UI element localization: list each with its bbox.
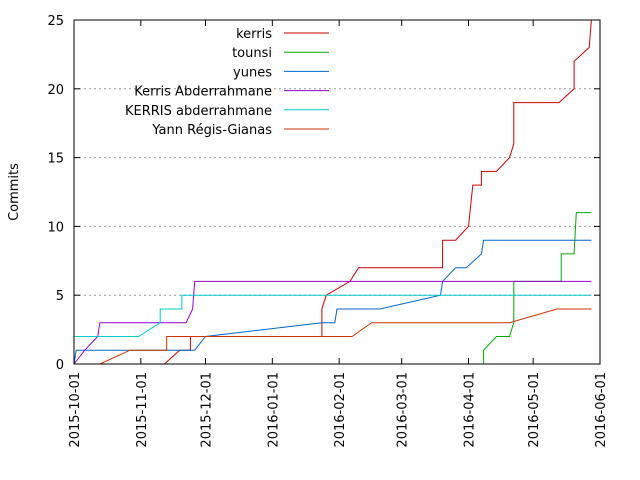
x-tick-label: 2016-05-01 [527, 372, 542, 448]
legend: kerris tounsi yunes Kerris Abderrahmane KERR… [125, 27, 329, 138]
x-tick-label: 2015-11-01 [135, 372, 150, 448]
series-line [99, 308, 592, 365]
series-line [73, 294, 592, 364]
x-tick-label: 2015-12-01 [200, 372, 215, 448]
y-tick-label: 0 [56, 358, 64, 373]
gridlines [74, 88, 600, 296]
legend-label: KERRIS abderrahmane [125, 104, 272, 119]
series-line [73, 239, 592, 365]
legend-label: kerris [236, 27, 272, 42]
x-tick-label: 2016-02-01 [333, 372, 348, 448]
x-tick-label: 2016-03-01 [396, 372, 411, 448]
series-line [73, 280, 592, 365]
legend-label: Yann Régis-Gianas [151, 123, 272, 138]
y-tick-label: 10 [47, 220, 64, 235]
y-tick-label: 15 [47, 152, 64, 167]
legend-label: Kerris Abderrahmane [134, 85, 272, 100]
y-tick-label: 25 [47, 14, 64, 29]
y-tick-label: 20 [47, 83, 64, 98]
series-lines [73, 19, 592, 365]
series-line [483, 212, 592, 364]
y-tick-label: 5 [56, 289, 64, 304]
axis-ticks: 0 5 10 15 20 25 2015-10-01 2015-11-01 2015-12-01… [47, 14, 609, 448]
x-tick-label: 2016-01-01 [266, 372, 281, 448]
x-tick-label: 2016-06-01 [594, 372, 609, 448]
series-line [164, 19, 592, 365]
y-axis-label: Commits [7, 163, 22, 221]
x-tick-label: 2016-04-01 [463, 372, 478, 448]
legend-label: yunes [233, 65, 272, 80]
plot-frame [73, 19, 601, 365]
legend-label: tounsi [232, 46, 272, 61]
x-tick-label: 2015-10-01 [68, 372, 83, 448]
